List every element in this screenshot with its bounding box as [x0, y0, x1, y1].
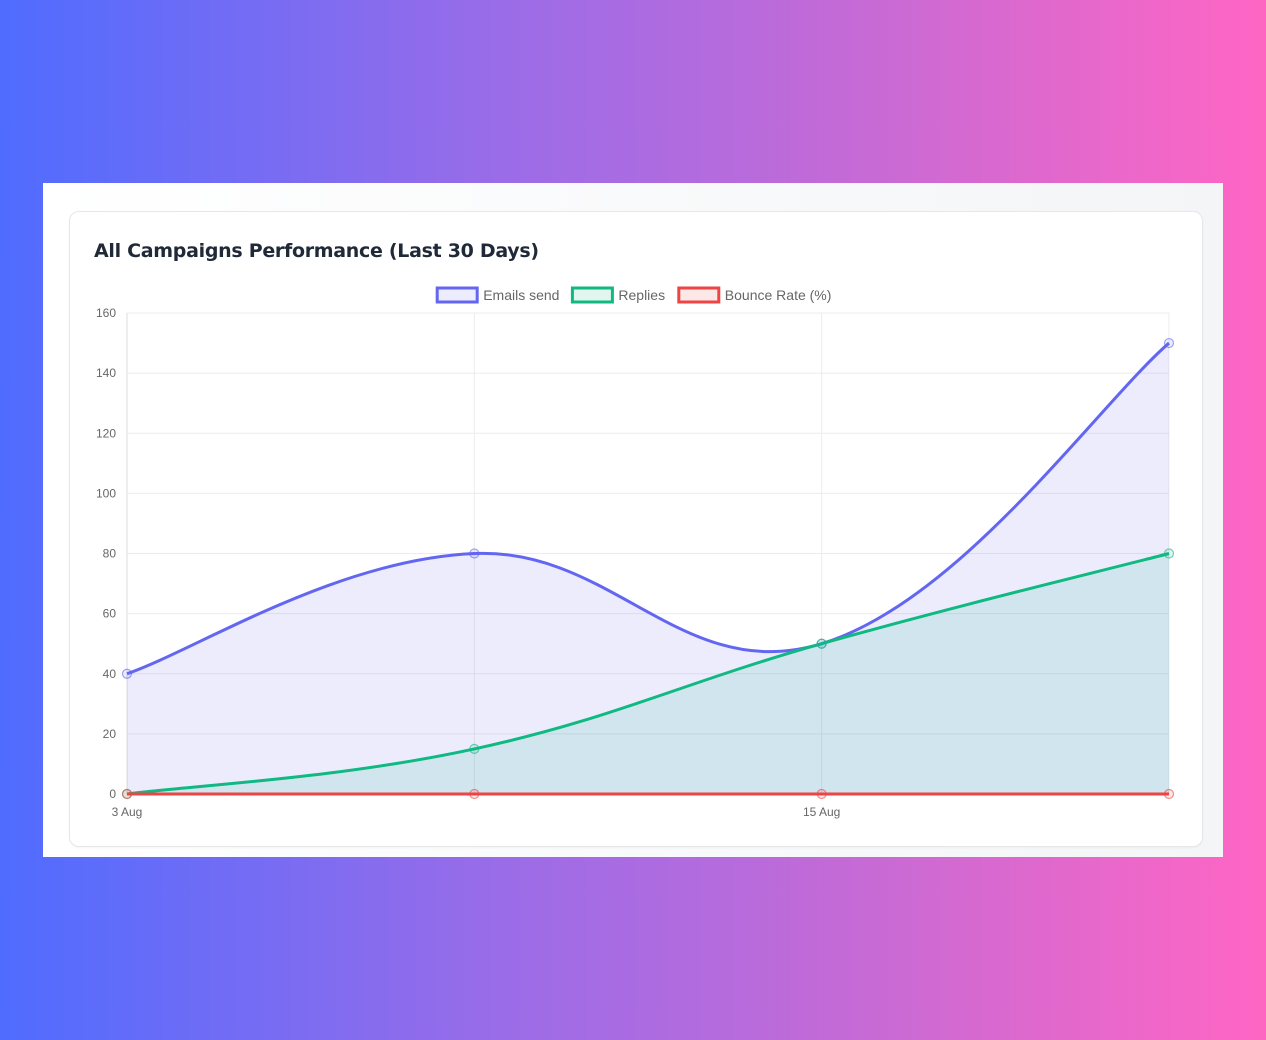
y-tick-label: 140: [96, 366, 116, 380]
chart-title: All Campaigns Performance (Last 30 Days): [94, 240, 539, 262]
legend-item[interactable]: Bounce Rate (%): [677, 286, 832, 304]
data-point: [469, 548, 480, 559]
data-point: [1163, 337, 1175, 349]
y-tick-label: 120: [96, 426, 116, 440]
data-point: [1163, 548, 1175, 559]
data-point: [1163, 788, 1175, 800]
chart-card: All Campaigns Performance (Last 30 Days): [69, 211, 1203, 847]
legend-item[interactable]: Replies: [570, 286, 665, 304]
x-tick-label: 15 Aug: [803, 805, 840, 819]
y-tick-label: 160: [96, 306, 116, 320]
legend-label: Bounce Rate (%): [725, 287, 832, 303]
series-line: [126, 341, 1170, 676]
series-area: [127, 343, 1169, 794]
y-tick-label: 100: [96, 486, 116, 500]
panel: All Campaigns Performance (Last 30 Days): [43, 183, 1223, 857]
legend-swatch: [435, 286, 479, 304]
y-tick-label: 20: [103, 727, 117, 741]
data-point: [469, 743, 480, 755]
data-point: [121, 668, 133, 679]
y-tick-label: 60: [103, 607, 117, 621]
legend-swatch: [570, 286, 614, 304]
y-tick-label: 0: [109, 787, 116, 801]
data-point: [469, 788, 480, 800]
legend-label: Emails send: [483, 287, 559, 303]
series-line: [126, 552, 1170, 796]
y-tick-label: 80: [103, 547, 117, 561]
data-point: [816, 788, 827, 800]
data-point: [121, 788, 133, 800]
y-tick-label: 40: [103, 667, 117, 681]
data-point: [816, 638, 827, 649]
legend-label: Replies: [618, 287, 665, 303]
legend-swatch: [677, 286, 721, 304]
x-tick-label: 3 Aug: [112, 805, 143, 819]
series-area: [127, 553, 1169, 794]
legend-item[interactable]: Emails send: [435, 286, 559, 304]
